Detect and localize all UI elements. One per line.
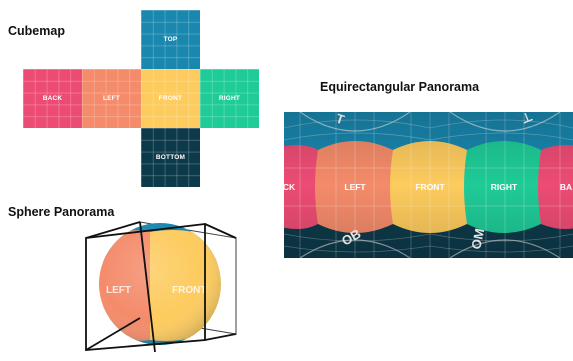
cubemap-face-front: FRONT	[141, 69, 200, 128]
cubemap-face-back-label: BACK	[42, 95, 63, 102]
sphere-cube-front-edges	[85, 221, 237, 353]
equirect-label-back-left: CK	[283, 182, 296, 192]
cubemap-face-right: RIGHT	[200, 69, 259, 128]
cubemap-face-bottom-label: BOTTOM	[155, 154, 186, 161]
cubemap-face-front-label: FRONT	[158, 95, 183, 102]
sphere-panorama: LEFT FRONT	[85, 221, 237, 353]
cubemap-face-bottom: BOTTOM	[141, 128, 200, 187]
cubemap-face-left: LEFT	[82, 69, 141, 128]
cubemap-face-top: TOP	[141, 10, 200, 69]
cubemap-face-back: BACK	[23, 69, 82, 128]
equirect-label-left: LEFT	[344, 182, 366, 192]
equirect-title: Equirectangular Panorama	[320, 80, 480, 94]
sphere-label-left: LEFT	[106, 285, 131, 296]
sphere-title: Sphere Panorama	[8, 205, 115, 219]
equirect-label-back-right: BA	[560, 182, 572, 192]
sphere-label-front: FRONT	[172, 285, 206, 296]
cubemap-face-left-label: LEFT	[102, 95, 121, 102]
cubemap-face-top-label: TOP	[163, 36, 178, 43]
equirect-label-front: FRONT	[415, 182, 445, 192]
cubemap-title: Cubemap	[8, 24, 65, 38]
equirect-label-right: RIGHT	[491, 182, 518, 192]
cubemap-face-right-label: RIGHT	[218, 95, 241, 102]
